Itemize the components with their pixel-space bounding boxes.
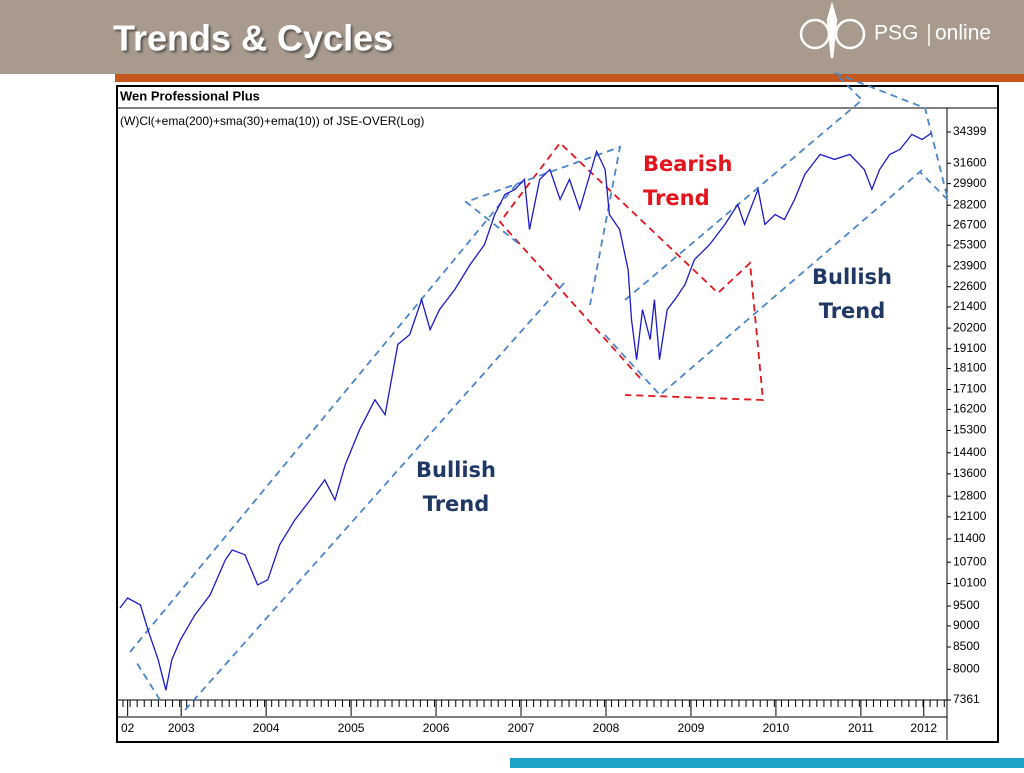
annotation: Bullish [812, 265, 892, 289]
y-tick-label: 23900 [953, 258, 987, 272]
logo-text: online [935, 22, 991, 45]
y-tick-label: 18100 [953, 361, 987, 375]
y-tick-label: 7361 [953, 692, 980, 706]
y-tick-label: 28200 [953, 197, 987, 211]
y-tick-label: 26700 [953, 218, 987, 232]
y-tick-label: 15300 [953, 423, 987, 437]
bullish-channel [134, 659, 161, 701]
y-tick-label: 31600 [953, 155, 987, 169]
footer-bar [510, 758, 1024, 768]
bullish-channel [624, 72, 950, 301]
y-tick-label: 8000 [953, 662, 980, 676]
x-tick-label: 2003 [168, 721, 195, 735]
y-tick-label: 9500 [953, 598, 980, 612]
annotation: Bearish [643, 152, 732, 176]
y-tick-label: 14400 [953, 445, 987, 459]
y-tick-label: 22600 [953, 279, 987, 293]
y-tick-label: 10100 [953, 576, 987, 590]
bullish-channel [604, 169, 923, 397]
y-tick-label: 13600 [953, 466, 987, 480]
y-tick-label: 10700 [953, 554, 987, 568]
chart-title: Wen Professional Plus [120, 88, 260, 103]
chart-frame [116, 85, 999, 743]
x-tick-label: 2010 [763, 721, 790, 735]
bearish-channel [498, 141, 764, 401]
x-tick-label: 2012 [910, 721, 937, 735]
x-tick-label: 2011 [848, 721, 874, 735]
logo-text: PSG [874, 22, 918, 45]
x-tick-label: 2007 [508, 721, 535, 735]
y-tick-label: 12100 [953, 509, 987, 523]
y-tick-label: 16200 [953, 402, 987, 416]
y-tick-label: 19100 [953, 341, 987, 355]
trend-lines [129, 72, 950, 711]
x-tick-label: 2006 [423, 721, 450, 735]
x-tick-label: 2004 [253, 721, 280, 735]
y-tick-label: 11400 [953, 531, 986, 545]
y-tick-label: 12800 [953, 488, 987, 502]
logo [799, 1, 866, 59]
logo-mark [834, 18, 866, 50]
y-tick-label: 9000 [953, 618, 980, 632]
y-tick-label: 25300 [953, 237, 987, 251]
y-tick-label: 21400 [953, 299, 987, 313]
y-tick-label: 8500 [953, 639, 980, 653]
x-tick-label: 2005 [338, 721, 365, 735]
price-line [119, 132, 932, 691]
slide-title: Trends & Cycles [113, 18, 393, 59]
y-tick-label: 29900 [953, 176, 987, 190]
annotation: Bullish [416, 458, 496, 482]
bullish-channel [129, 179, 521, 653]
annotation: Trend [643, 186, 710, 210]
logo-mark [826, 1, 838, 59]
accent-line [115, 74, 1024, 82]
annotation: Trend [423, 492, 490, 516]
annotation: Trend [819, 299, 886, 323]
triangle [464, 145, 622, 306]
y-tick-label: 20200 [953, 320, 987, 334]
y-tick-label: 34399 [953, 124, 987, 138]
x-tick-label: 02 [121, 721, 135, 735]
chart-subtitle: (W)Cl(+ema(200)+sma(30)+ema(10)) of JSE-… [120, 114, 424, 128]
y-tick-label: 17100 [953, 382, 987, 396]
header-bar [0, 0, 1024, 74]
x-tick-label: 2008 [593, 721, 620, 735]
x-tick-label: 2009 [678, 721, 705, 735]
